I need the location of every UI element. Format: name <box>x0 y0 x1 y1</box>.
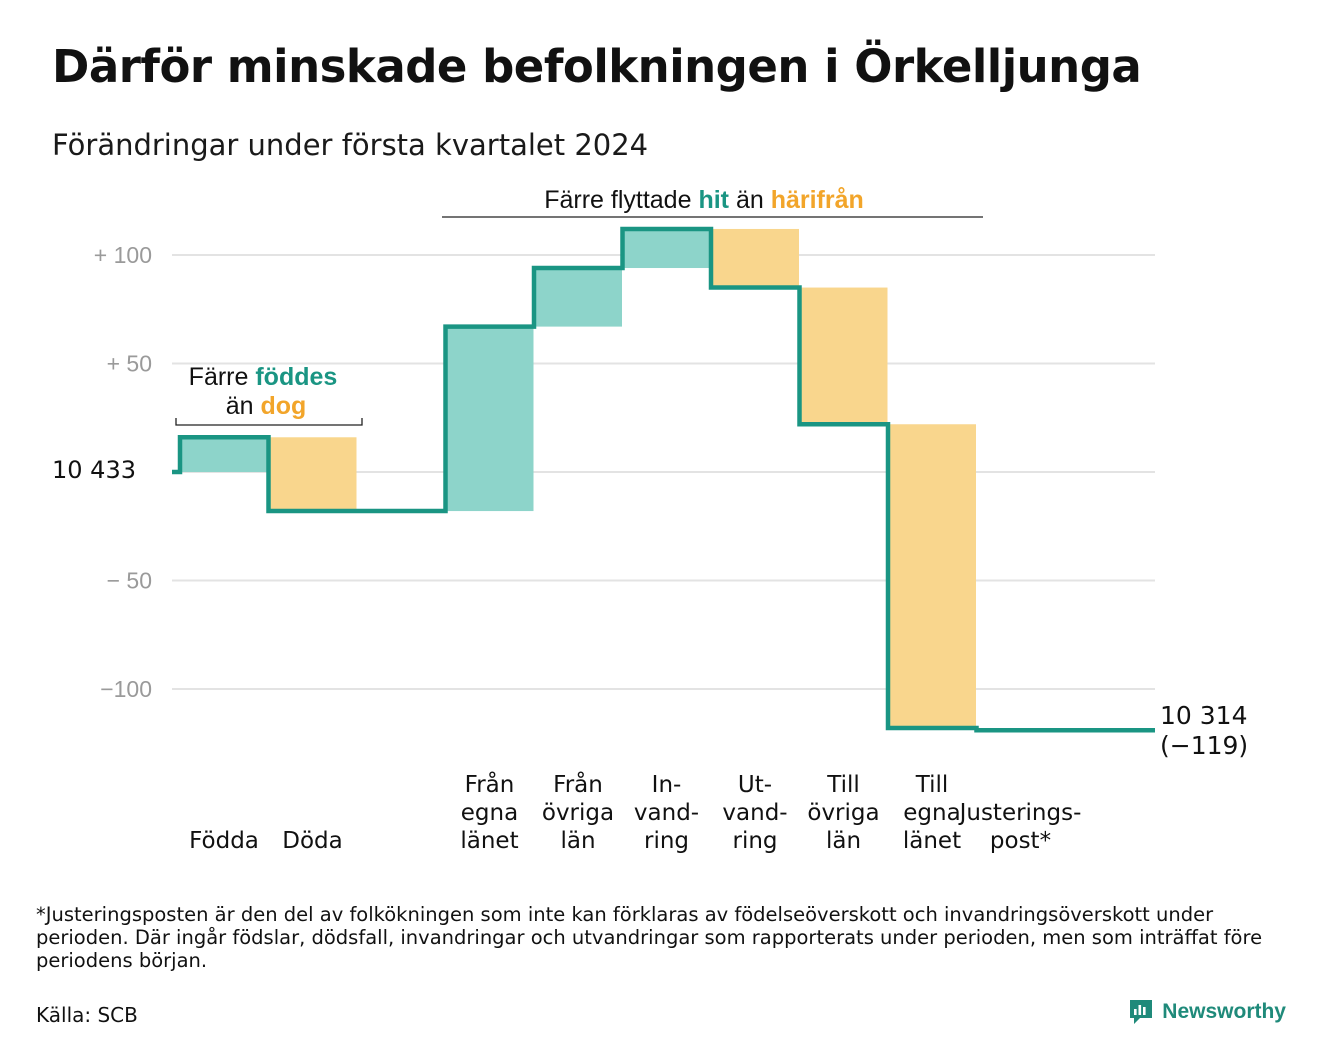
ann-text-dog: dog <box>260 392 306 420</box>
newsworthy-icon <box>1130 1000 1153 1024</box>
category-label-utvandring: vand- <box>722 800 787 826</box>
births-annotation-line1: Färre föddes <box>189 363 338 391</box>
category-label-till_ovriga: Till <box>826 772 860 798</box>
births-annotation-line2: än dog <box>226 392 307 420</box>
category-label-till_egna: länet <box>903 828 961 854</box>
category-label-justering: post* <box>990 828 1051 854</box>
category-label-utvandring: Ut- <box>738 772 772 798</box>
ann-text-an: än <box>226 392 254 420</box>
category-label-fran_ovriga: län <box>560 828 595 854</box>
category-label-invandring: ring <box>644 828 689 854</box>
births-deaths-annotation: Färre föddes än dog <box>175 363 363 426</box>
category-label-utvandring: ring <box>732 828 777 854</box>
y-tick-label: + 100 <box>94 242 152 268</box>
bar-invandring <box>622 228 711 269</box>
start-value-label: 10 433 <box>52 456 136 484</box>
category-label-fran_ovriga: Från <box>553 770 603 798</box>
bar-fran_egna <box>445 326 534 512</box>
source-note: Källa: SCB <box>36 1003 138 1027</box>
category-label-fodda: Födda <box>189 828 259 854</box>
y-axis-labels: + 100 + 50 − 50 −100 <box>94 242 152 702</box>
category-label-invandring: vand- <box>634 800 699 826</box>
chart-title: Därför minskade befolkningen i Örkelljun… <box>52 40 1142 93</box>
bar-till_egna <box>888 424 976 729</box>
category-label-invandring: In- <box>652 772 682 798</box>
end-change-label: (−119) <box>1160 731 1248 760</box>
bar-fran_ovriga <box>534 268 622 327</box>
ann-text-hit: hit <box>698 186 729 214</box>
category-label-justering: Justerings- <box>958 800 1082 826</box>
category-label-fran_ovriga: övriga <box>542 800 614 826</box>
brand-logo: Newsworthy <box>1128 998 1286 1026</box>
population-step-line <box>172 226 1155 733</box>
migration-annotation: Färre flyttade hit än härifrån <box>442 186 983 218</box>
ann-text-an-2: än <box>736 186 764 214</box>
category-label-till_ovriga: län <box>826 828 861 854</box>
y-tick-label: − 50 <box>107 568 152 594</box>
ann-text-farre-flyttade: Färre flyttade <box>544 186 691 214</box>
category-label-fran_egna: länet <box>460 828 518 854</box>
ann-text-harifran: härifrån <box>771 186 864 214</box>
category-label-fran_egna: Från <box>465 770 515 798</box>
bar-fodda <box>180 437 268 472</box>
births-annotation-bracket <box>175 418 363 426</box>
waterfall-chart: + 100+ 50− 50−100 Födda DödaFrånegnalänet… <box>52 186 1248 854</box>
category-labels: Födda DödaFrånegnalänetFrånövrigalänIn-va… <box>189 770 1081 854</box>
category-label-fran_egna: egna <box>461 800 518 826</box>
bar-doda <box>268 437 357 512</box>
category-label-till_ovriga: övriga <box>807 800 879 826</box>
bars <box>180 228 976 729</box>
category-label-till_egna: Till <box>915 772 949 798</box>
brand-name: Newsworthy <box>1162 1000 1286 1023</box>
ann-text-farre: Färre <box>189 363 249 391</box>
ann-text-foddes: föddes <box>255 363 337 391</box>
y-tick-label: + 50 <box>107 351 152 377</box>
migration-annotation-text: Färre flyttade hit än härifrån <box>544 186 864 214</box>
bar-till_ovriga <box>799 287 888 425</box>
chart-subtitle: Förändringar under första kvartalet 2024 <box>52 128 649 162</box>
bar-utvandring <box>711 228 799 288</box>
category-label-till_egna: egna <box>903 800 960 826</box>
step-line <box>172 226 1155 733</box>
end-value-label: 10 314 <box>1160 701 1247 730</box>
footnote: *Justeringsposten är den del av folkökni… <box>36 903 1263 972</box>
y-tick-label: −100 <box>100 676 152 702</box>
category-label-doda: Döda <box>282 828 342 854</box>
